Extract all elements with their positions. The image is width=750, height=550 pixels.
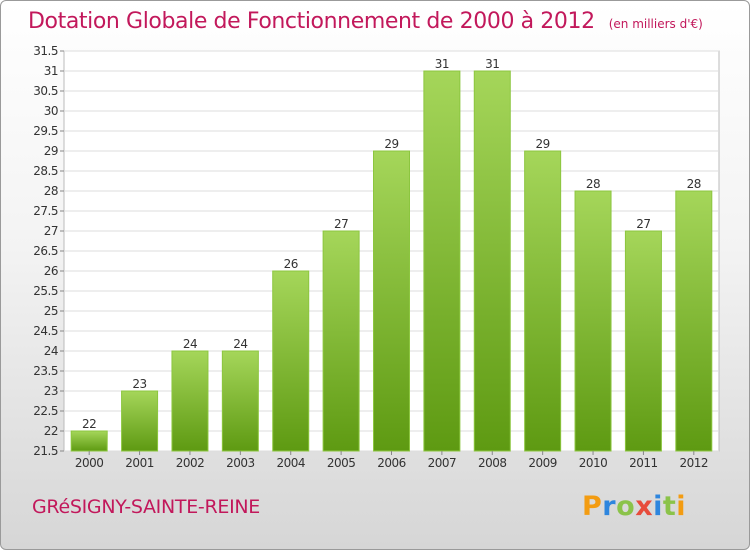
y-tick-label: 29	[44, 144, 58, 158]
x-tick-label: 2005	[327, 456, 356, 470]
bar-value-label: 29	[536, 137, 550, 151]
bar-value-label: 31	[435, 57, 449, 71]
logo-letter: x	[635, 491, 654, 522]
proxiti-logo: Proxiti	[582, 491, 686, 522]
y-tick-label: 25	[44, 304, 58, 318]
logo-letter: i	[676, 491, 687, 522]
y-tick-label: 27.5	[33, 204, 58, 218]
x-tick-label: 2008	[478, 456, 507, 470]
y-tick-label: 27	[44, 224, 58, 238]
bar	[473, 70, 511, 452]
logo-letter: r	[602, 491, 617, 522]
bar-value-label: 31	[485, 57, 499, 71]
bar	[221, 350, 259, 452]
bar-value-label: 26	[284, 257, 298, 271]
bar	[70, 430, 108, 452]
bar-value-label: 24	[183, 337, 197, 351]
y-tick-label: 28	[44, 184, 58, 198]
city-name: GRéSIGNY-SAINTE-REINE	[32, 496, 260, 518]
x-tick-label: 2012	[680, 456, 709, 470]
logo-letter: t	[662, 491, 677, 522]
y-tick-label: 21.5	[33, 444, 58, 458]
chart-title: Dotation Globale de Fonctionnement de 20…	[28, 9, 703, 34]
bar	[171, 350, 209, 452]
bar	[121, 390, 159, 452]
bar-value-label: 27	[334, 217, 348, 231]
bar-value-label: 28	[586, 177, 600, 191]
bar	[272, 270, 310, 452]
unit-note: (en milliers d'€)	[608, 17, 703, 31]
x-tick-label: 2010	[579, 456, 608, 470]
y-tick-label: 23.5	[33, 364, 58, 378]
chart-title-text: Dotation Globale de Fonctionnement de 20…	[28, 9, 595, 34]
bar	[624, 230, 662, 452]
bar-value-label: 29	[384, 137, 398, 151]
bar	[423, 70, 461, 452]
x-tick-label: 2002	[176, 456, 205, 470]
x-tick-label: 2001	[125, 456, 154, 470]
x-tick-label: 2006	[377, 456, 406, 470]
bar-value-label: 23	[132, 377, 146, 391]
y-tick-label: 30.5	[33, 84, 58, 98]
y-tick-label: 25.5	[33, 284, 58, 298]
x-tick-label: 2000	[75, 456, 104, 470]
bar	[675, 190, 713, 452]
y-tick-label: 30	[44, 104, 58, 118]
bar-value-label: 22	[82, 417, 96, 431]
y-tick-label: 31	[44, 64, 58, 78]
y-tick-label: 24.5	[33, 324, 58, 338]
y-tick-label: 24	[44, 344, 58, 358]
y-tick-label: 26.5	[33, 244, 58, 258]
bar-value-label: 24	[233, 337, 247, 351]
bar-value-label: 28	[687, 177, 701, 191]
logo-letter: P	[582, 491, 603, 522]
y-tick-label: 22	[44, 424, 58, 438]
y-tick-label: 23	[44, 384, 58, 398]
y-tick-label: 29.5	[33, 124, 58, 138]
x-tick-label: 2011	[629, 456, 658, 470]
bar	[322, 230, 360, 452]
x-tick-label: 2009	[528, 456, 557, 470]
bar-value-label: 27	[636, 217, 650, 231]
logo-letter: o	[616, 491, 636, 522]
bar	[524, 150, 562, 452]
y-tick-label: 22.5	[33, 404, 58, 418]
y-tick-label: 28.5	[33, 164, 58, 178]
y-tick-label: 26	[44, 264, 58, 278]
bar	[574, 190, 612, 452]
x-tick-label: 2007	[428, 456, 457, 470]
y-tick-label: 31.5	[33, 44, 58, 58]
x-tick-label: 2004	[276, 456, 305, 470]
logo-letter: i	[653, 491, 663, 522]
x-tick-label: 2003	[226, 456, 255, 470]
bar	[373, 150, 410, 452]
